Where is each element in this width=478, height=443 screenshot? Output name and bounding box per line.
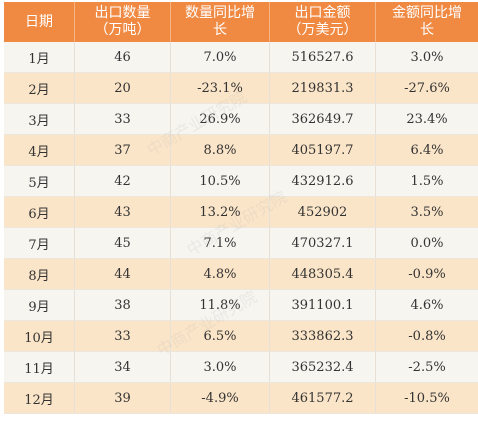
cell-quantity: 45: [74, 227, 171, 259]
cell-quantity-growth: 7.1%: [170, 227, 270, 259]
cell-amount: 448305.4: [269, 258, 376, 290]
header-amount-growth-line1: 金额同比增: [392, 5, 462, 21]
table-row: 3月 33 26.9% 362649.7 23.4%: [4, 103, 478, 135]
table-row: 12月 39 -4.9% 461577.2 -10.5%: [4, 382, 478, 414]
cell-amount-growth: 1.5%: [375, 165, 478, 197]
cell-amount: 516527.6: [269, 42, 376, 73]
cell-quantity-growth: 26.9%: [170, 103, 270, 135]
header-quantity-growth-line2: 长: [213, 22, 227, 38]
cell-amount-growth: -27.6%: [375, 72, 478, 104]
header-export-amount-line1: 出口金额: [294, 5, 351, 21]
cell-date: 10月: [4, 320, 75, 352]
cell-date: 5月: [4, 165, 75, 197]
cell-quantity: 37: [74, 134, 171, 166]
table-row: 11月 34 3.0% 365232.4 -2.5%: [4, 351, 478, 383]
cell-quantity: 38: [74, 289, 171, 321]
cell-quantity-growth: 6.5%: [170, 320, 270, 352]
cell-amount-growth: 23.4%: [375, 103, 478, 135]
cell-date: 12月: [4, 382, 75, 414]
cell-amount: 432912.6: [269, 165, 376, 197]
cell-date: 8月: [4, 258, 75, 290]
table-row: 1月 46 7.0% 516527.6 3.0%: [4, 42, 478, 73]
table-row: 5月 42 10.5% 432912.6 1.5%: [4, 165, 478, 197]
header-quantity-growth: 数量同比增 长: [170, 2, 270, 42]
cell-amount-growth: -2.5%: [375, 351, 478, 383]
cell-amount-growth: -10.5%: [375, 382, 478, 414]
header-date-label: 日期: [25, 13, 53, 30]
cell-amount-growth: 0.0%: [375, 227, 478, 259]
cell-quantity: 43: [74, 196, 171, 228]
table-row: 8月 44 4.8% 448305.4 -0.9%: [4, 258, 478, 290]
cell-quantity: 39: [74, 382, 171, 414]
cell-quantity-growth: -4.9%: [170, 382, 270, 414]
cell-amount-growth: 4.6%: [375, 289, 478, 321]
header-amount-growth: 金额同比增 长: [375, 2, 478, 42]
header-export-amount: 出口金额 （万美元）: [269, 2, 376, 42]
header-row: 日期 出口数量 （万吨） 数量同比增 长 出口金额 （万美元） 金额同比增 长: [4, 2, 478, 42]
cell-amount: 470327.1: [269, 227, 376, 259]
table-header: 日期 出口数量 （万吨） 数量同比增 长 出口金额 （万美元） 金额同比增 长: [4, 2, 478, 42]
cell-date: 1月: [4, 42, 75, 73]
header-export-quantity-line1: 出口数量: [94, 5, 151, 21]
cell-date: 4月: [4, 134, 75, 166]
cell-amount-growth: -0.8%: [375, 320, 478, 352]
cell-quantity-growth: 13.2%: [170, 196, 270, 228]
cell-amount: 461577.2: [269, 382, 376, 414]
header-export-quantity-line2: （万吨）: [94, 22, 151, 38]
header-quantity-growth-line1: 数量同比增: [185, 5, 255, 21]
cell-date: 6月: [4, 196, 75, 228]
cell-amount: 391100.1: [269, 289, 376, 321]
cell-quantity: 20: [74, 72, 171, 104]
cell-quantity-growth: -23.1%: [170, 72, 270, 104]
cell-quantity-growth: 8.8%: [170, 134, 270, 166]
table-body: 1月 46 7.0% 516527.6 3.0% 2月 20 -23.1% 21…: [4, 42, 478, 414]
header-export-quantity: 出口数量 （万吨）: [74, 2, 171, 42]
cell-amount: 405197.7: [269, 134, 376, 166]
table-row: 10月 33 6.5% 333862.3 -0.8%: [4, 320, 478, 352]
cell-amount: 365232.4: [269, 351, 376, 383]
table-row: 6月 43 13.2% 452902 3.5%: [4, 196, 478, 228]
table-row: 7月 45 7.1% 470327.1 0.0%: [4, 227, 478, 259]
cell-date: 3月: [4, 103, 75, 135]
cell-amount: 452902: [269, 196, 376, 228]
cell-amount: 219831.3: [269, 72, 376, 104]
table-row: 2月 20 -23.1% 219831.3 -27.6%: [4, 72, 478, 104]
cell-quantity: 33: [74, 320, 171, 352]
cell-amount: 333862.3: [269, 320, 376, 352]
cell-date: 2月: [4, 72, 75, 104]
cell-date: 11月: [4, 351, 75, 383]
cell-quantity: 34: [74, 351, 171, 383]
table-row: 4月 37 8.8% 405197.7 6.4%: [4, 134, 478, 166]
header-export-amount-line2: （万美元）: [287, 22, 358, 38]
cell-date: 9月: [4, 289, 75, 321]
export-data-table: 日期 出口数量 （万吨） 数量同比增 长 出口金额 （万美元） 金额同比增 长: [4, 2, 478, 414]
cell-amount-growth: 3.5%: [375, 196, 478, 228]
cell-date: 7月: [4, 227, 75, 259]
cell-quantity: 44: [74, 258, 171, 290]
header-date: 日期: [4, 2, 75, 42]
cell-quantity-growth: 3.0%: [170, 351, 270, 383]
cell-amount-growth: 3.0%: [375, 42, 478, 73]
cell-amount: 362649.7: [269, 103, 376, 135]
cell-amount-growth: 6.4%: [375, 134, 478, 166]
cell-quantity-growth: 7.0%: [170, 42, 270, 73]
cell-quantity: 46: [74, 42, 171, 73]
cell-quantity: 33: [74, 103, 171, 135]
header-amount-growth-line2: 长: [420, 22, 434, 38]
table-row: 9月 38 11.8% 391100.1 4.6%: [4, 289, 478, 321]
cell-quantity: 42: [74, 165, 171, 197]
cell-quantity-growth: 11.8%: [170, 289, 270, 321]
cell-amount-growth: -0.9%: [375, 258, 478, 290]
cell-quantity-growth: 4.8%: [170, 258, 270, 290]
cell-quantity-growth: 10.5%: [170, 165, 270, 197]
